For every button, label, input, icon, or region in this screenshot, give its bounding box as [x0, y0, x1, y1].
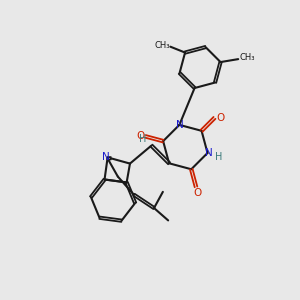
- Text: O: O: [216, 113, 224, 123]
- Text: O: O: [193, 188, 202, 198]
- Text: CH₃: CH₃: [240, 53, 255, 62]
- Text: H: H: [140, 134, 147, 144]
- Text: CH₃: CH₃: [154, 41, 170, 50]
- Text: N: N: [102, 152, 110, 162]
- Text: N: N: [176, 120, 183, 130]
- Text: H: H: [215, 152, 222, 161]
- Text: N: N: [205, 148, 213, 158]
- Text: O: O: [136, 131, 144, 141]
